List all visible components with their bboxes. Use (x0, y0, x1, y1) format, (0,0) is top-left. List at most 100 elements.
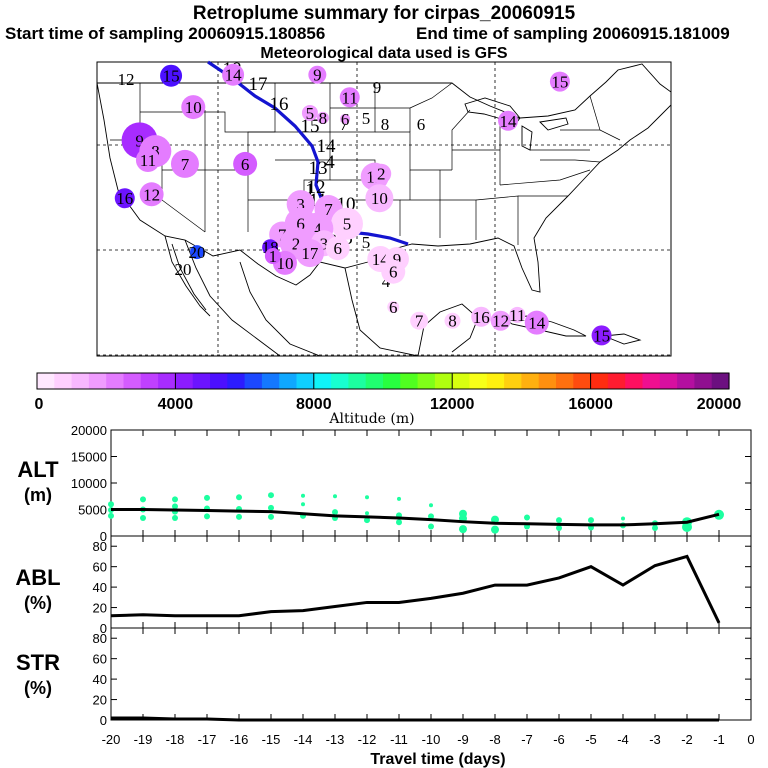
plume-cluster (233, 151, 258, 176)
colorbar-frame (36, 372, 730, 390)
plume-cluster (365, 184, 394, 213)
plume-cluster (316, 111, 329, 124)
alt-point (172, 503, 178, 510)
x-tick-label: -1 (713, 732, 725, 747)
plume-cluster (295, 239, 324, 268)
colorbar-cell (192, 373, 211, 389)
x-tick-label: -3 (649, 732, 661, 747)
alt-point (429, 503, 433, 508)
colorbar-cell (694, 373, 713, 389)
abl-ylabel-unit: (%) (24, 593, 52, 613)
y-tick-label: 60 (93, 652, 107, 667)
track-label: 15 (301, 116, 320, 137)
map-panel: 9 8 5 12 7 6 5 4 20 10 18 17 16 15 14 13… (96, 59, 672, 357)
colorbar-tick-label: 8000 (296, 396, 332, 413)
abl-ylabel: ABL (15, 565, 60, 590)
plume-label: 5 (362, 109, 371, 128)
plume-cluster-label: 4 (313, 220, 322, 239)
plume-cluster-label: 9 (313, 66, 322, 85)
us-coastline (97, 82, 671, 293)
colorbar-cell (54, 373, 73, 389)
plume-cluster (549, 71, 570, 92)
plume-cluster-label: 6 (241, 155, 250, 174)
plume-cluster (444, 312, 461, 329)
colorbar-cell (486, 373, 505, 389)
plume-cluster (339, 87, 360, 108)
alt-point (140, 514, 146, 521)
alt-point (332, 509, 338, 516)
alt-point (236, 494, 242, 501)
x-tick-label: -17 (198, 732, 217, 747)
x-tick-label: -8 (489, 732, 501, 747)
plume-cluster-label: 15 (551, 73, 568, 92)
alt-point (268, 513, 274, 520)
colorbar-cell (175, 373, 194, 389)
plume-cluster-label: 6 (333, 239, 342, 258)
plume-cluster-label: 5 (343, 215, 352, 234)
y-tick-label: 80 (93, 631, 107, 646)
alt-point (301, 502, 305, 507)
alt-point (682, 521, 692, 532)
plume-cluster (135, 148, 160, 172)
track-label: 14 (317, 136, 337, 157)
plume-cluster-label: 11 (342, 88, 358, 107)
colorbar-cell (210, 373, 228, 389)
x-tick-label: -7 (521, 732, 533, 747)
alt-point (333, 494, 337, 499)
plume-cluster (325, 236, 350, 261)
str-ylabel: STR (16, 650, 60, 675)
plume-cluster (498, 110, 519, 131)
plume-cluster-label: 6 (341, 110, 350, 129)
track-label: 16 (270, 94, 289, 115)
colorbar-cell (158, 373, 176, 389)
plume-cluster (410, 311, 429, 330)
x-tick-label: -4 (617, 732, 629, 747)
plume-cluster-label: 7 (415, 312, 424, 331)
plume-cluster (160, 64, 183, 87)
abl-line (110, 554, 721, 624)
plume-cluster-label: 10 (371, 189, 388, 208)
colorbar-cell (504, 373, 522, 389)
plume-cluster-label: 14 (225, 66, 243, 85)
colorbar-cell (573, 373, 592, 389)
plume-cluster-label: 10 (185, 98, 202, 117)
colorbar-cell (244, 373, 263, 389)
colorbar-cell (331, 373, 349, 389)
y-tick-label: 0 (100, 529, 107, 544)
colorbar-cell (37, 373, 55, 389)
plume-cluster-label: 15 (593, 326, 610, 345)
plume-cluster-label: 12 (492, 312, 509, 331)
y-tick-label: 80 (93, 539, 107, 554)
baja-coastline (164, 235, 211, 317)
colorbar-cell (556, 373, 574, 389)
colorbar-tick-label: 20000 (697, 396, 742, 413)
alt-point (588, 517, 594, 524)
plume-cluster (371, 163, 392, 184)
colorbar-cell (279, 373, 298, 389)
x-tick-label: -10 (422, 732, 441, 747)
alt-point (204, 494, 210, 501)
plume-cluster-label: 8 (319, 109, 328, 128)
alt-point (301, 493, 305, 498)
alt-point (108, 501, 114, 508)
colorbar-cell (313, 373, 332, 389)
alt-point (268, 504, 274, 511)
plume-cluster (387, 301, 400, 313)
us-canada-border (97, 63, 671, 119)
y-tick-label: 40 (93, 672, 107, 687)
alt-mean-line (111, 508, 720, 527)
colorbar-cell (417, 373, 436, 389)
x-tick-label: -15 (262, 732, 281, 747)
plume-cluster-label: 10 (276, 254, 293, 273)
plume-label: 4 (382, 272, 391, 291)
alt-point (459, 525, 467, 534)
plume-label: 20 (175, 260, 192, 279)
alt-point (365, 511, 369, 516)
alt-point (491, 525, 499, 534)
plume-cluster (330, 207, 363, 240)
y-tick-label: 10000 (71, 476, 107, 491)
str-panel-frame (110, 627, 752, 721)
chart-title: Retroplume summary for cirpas_20060915 (192, 3, 576, 24)
colorbar-tick-label: 4000 (158, 396, 194, 413)
colorbar-tick-label: 16000 (568, 396, 613, 413)
